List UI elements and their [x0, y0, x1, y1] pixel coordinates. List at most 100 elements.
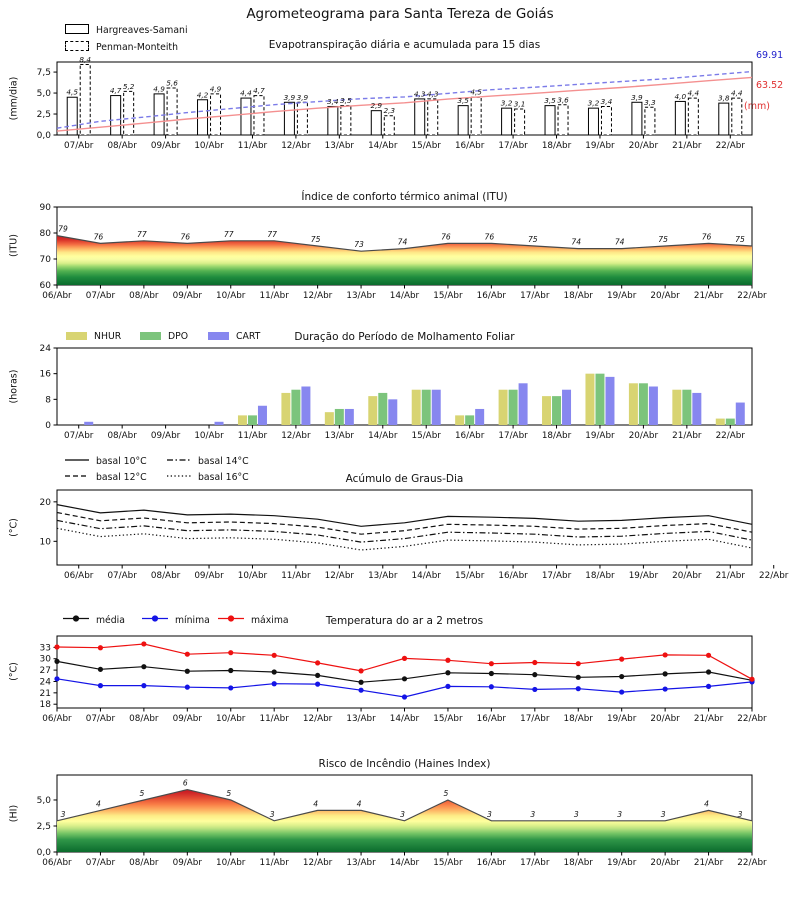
svg-text:20/Abr: 20/Abr [650, 714, 680, 724]
svg-text:3,5: 3,5 [457, 96, 469, 105]
svg-text:19/Abr: 19/Abr [607, 858, 637, 868]
svg-text:21/Abr: 21/Abr [694, 291, 724, 301]
svg-text:07/Abr: 07/Abr [86, 858, 116, 868]
svg-text:76: 76 [702, 232, 712, 241]
dpo-bar-dpo-14/Abr [378, 392, 388, 425]
svg-text:3,8: 3,8 [718, 94, 730, 103]
svg-text:4,3: 4,3 [427, 89, 439, 98]
svg-text:3,2: 3,2 [588, 99, 600, 108]
dpo-bar-cart-17/Abr [518, 383, 528, 425]
basal10-label: basal 10°C [96, 456, 147, 467]
svg-text:3,2: 3,2 [501, 99, 513, 108]
svg-text:22/Abr: 22/Abr [716, 431, 746, 441]
svg-text:07/Abr: 07/Abr [86, 291, 116, 301]
svg-text:09/Abr: 09/Abr [173, 714, 203, 724]
svg-text:4,2: 4,2 [197, 90, 209, 99]
svg-text:0,0: 0,0 [37, 131, 52, 141]
svg-text:11/Abr: 11/Abr [259, 858, 289, 868]
svg-text:0: 0 [45, 421, 51, 431]
svg-text:11/Abr: 11/Abr [259, 714, 289, 724]
svg-text:3,9: 3,9 [631, 93, 643, 102]
svg-text:16/Abr: 16/Abr [498, 571, 528, 581]
svg-text:76: 76 [441, 232, 451, 241]
svg-text:19/Abr: 19/Abr [585, 141, 615, 151]
evapo-bar-penman-monteith-14/Abr [383, 115, 395, 136]
svg-text:13/Abr: 13/Abr [346, 858, 376, 868]
accumulated-unit: (mm) [744, 101, 770, 112]
svg-text:3,4: 3,4 [601, 97, 613, 106]
dpo-bar-cart-21/Abr [692, 392, 702, 425]
svg-text:06/Abr: 06/Abr [42, 714, 72, 724]
evapo-bar-penman-monteith-15/Abr [427, 98, 439, 136]
temp-title: Temperatura do ar a 2 metros [325, 615, 484, 627]
dpo-bar-nhur-19/Abr [585, 373, 595, 425]
svg-text:18/Abr: 18/Abr [585, 571, 615, 581]
haines-axes: 0,0 2,5 5,0 06/Abr 07/Abr 08/Abr 09/Abr 10/Abr 1… [37, 774, 767, 868]
svg-text:14/Abr: 14/Abr [390, 291, 420, 301]
svg-text:90: 90 [40, 203, 52, 213]
dpo-bar-nhur-17/Abr [498, 389, 508, 425]
svg-text:4,5: 4,5 [66, 88, 78, 97]
svg-text:15/Abr: 15/Abr [433, 291, 463, 301]
basal14-label: basal 14°C [198, 456, 249, 467]
svg-text:75: 75 [528, 235, 538, 244]
svg-text:08/Abr: 08/Abr [107, 141, 137, 151]
svg-text:4: 4 [357, 799, 362, 808]
svg-text:4: 4 [313, 799, 318, 808]
svg-text:3,6: 3,6 [557, 95, 569, 104]
svg-text:19/Abr: 19/Abr [629, 571, 659, 581]
svg-text:20/Abr: 20/Abr [672, 571, 702, 581]
svg-text:80: 80 [40, 229, 52, 239]
svg-text:18: 18 [40, 700, 52, 710]
svg-text:12/Abr: 12/Abr [325, 571, 355, 581]
dpo-bar-cart-18/Abr [562, 389, 572, 425]
svg-text:17/Abr: 17/Abr [498, 431, 528, 441]
svg-text:22/Abr: 22/Abr [716, 141, 746, 151]
svg-text:13/Abr: 13/Abr [368, 571, 398, 581]
legend-maxima: máxima [218, 614, 289, 626]
svg-text:77: 77 [224, 230, 234, 239]
svg-text:18/Abr: 18/Abr [564, 291, 594, 301]
graus-axes: 10 20 06/Abr 07/Abr 08/Abr 09/Abr 10/Abr 11/Abr… [40, 489, 789, 581]
legend-hargreaves: Hargreaves-Samani [65, 24, 188, 36]
svg-text:4: 4 [96, 799, 101, 808]
legend-minima: mínima [142, 614, 210, 626]
evapo-bar-hargreaves-samani-18/Abr [544, 105, 556, 136]
svg-text:4: 4 [704, 799, 709, 808]
dpo-bar-dpo-16/Abr [465, 415, 475, 425]
svg-text:70: 70 [40, 255, 52, 265]
evapo-bar-hargreaves-samani-21/Abr [674, 100, 686, 136]
maxima-marker-icon [218, 615, 244, 622]
svg-text:30: 30 [40, 655, 52, 665]
evapo-title: Evapotranspiração diária e acumulada par… [268, 39, 541, 51]
accumulated-hargreaves-total: 63.52 [756, 80, 784, 91]
evapo-bar-penman-monteith-16/Abr [470, 96, 482, 136]
legend-nhur: NHUR [66, 331, 121, 342]
svg-text:19/Abr: 19/Abr [607, 714, 637, 724]
accumulated-penman-total: 69.91 [756, 50, 784, 61]
svg-text:76: 76 [485, 232, 495, 241]
penman-label: Penman-Monteith [96, 42, 178, 53]
dpo-bars-nhur [237, 373, 725, 425]
svg-text:08/Abr: 08/Abr [129, 714, 159, 724]
svg-text:07/Abr: 07/Abr [64, 141, 94, 151]
dpo-bar-cart-22/Abr [735, 402, 745, 425]
evapo-bar-penman-monteith-20/Abr [644, 106, 656, 136]
legend-basal10: basal 10°C [65, 456, 147, 467]
legend-basal12: basal 12°C [65, 472, 147, 483]
svg-text:14/Abr: 14/Abr [412, 571, 442, 581]
media-label: média [96, 615, 125, 626]
svg-text:13/Abr: 13/Abr [325, 431, 355, 441]
dpo-bar-cart-14/Abr [388, 399, 398, 425]
dpo-bars-cart [84, 376, 745, 425]
svg-text:22/Abr: 22/Abr [759, 571, 789, 581]
dpo-bar-dpo-13/Abr [334, 408, 344, 425]
penman-swatch-icon [65, 41, 89, 51]
svg-text:07/Abr: 07/Abr [86, 714, 116, 724]
evapo-bar-penman-monteith-13/Abr [340, 105, 352, 136]
svg-text:09/Abr: 09/Abr [151, 141, 181, 151]
svg-text:5,6: 5,6 [166, 79, 178, 88]
svg-text:12/Abr: 12/Abr [303, 714, 333, 724]
svg-text:15/Abr: 15/Abr [412, 431, 442, 441]
